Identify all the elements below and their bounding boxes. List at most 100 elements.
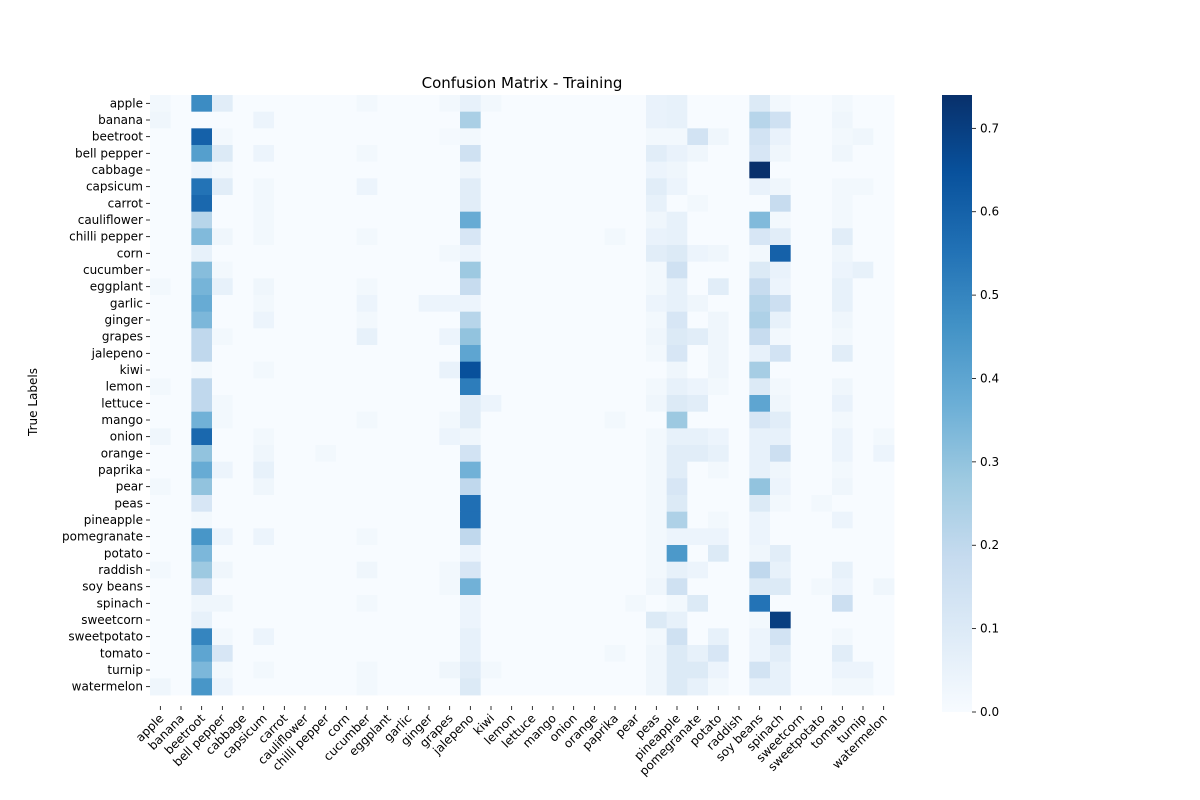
heatmap-cell bbox=[191, 111, 213, 129]
heatmap-cell bbox=[356, 561, 378, 579]
heatmap-cell bbox=[294, 295, 316, 313]
heatmap-cell bbox=[232, 445, 254, 463]
heatmap-cell bbox=[170, 628, 192, 646]
heatmap-cell bbox=[749, 211, 771, 229]
heatmap-cell bbox=[501, 495, 523, 513]
heatmap-cell bbox=[501, 595, 523, 613]
heatmap-cell bbox=[563, 461, 585, 479]
heatmap-cell bbox=[398, 128, 420, 146]
heatmap-cell bbox=[398, 645, 420, 663]
heatmap-cell bbox=[522, 161, 544, 179]
heatmap-cell bbox=[852, 211, 874, 229]
heatmap-cell bbox=[584, 161, 606, 179]
heatmap-cell bbox=[666, 361, 688, 379]
heatmap-cell bbox=[873, 561, 895, 579]
heatmap-cell bbox=[832, 461, 854, 479]
heatmap-cell bbox=[274, 245, 296, 263]
y-tick-label: kiwi bbox=[120, 363, 143, 377]
heatmap-cell bbox=[315, 245, 337, 263]
heatmap-cell bbox=[170, 345, 192, 363]
heatmap-cell bbox=[232, 628, 254, 646]
heatmap-cell bbox=[687, 678, 709, 696]
heatmap-cell bbox=[832, 445, 854, 463]
heatmap-cell bbox=[398, 445, 420, 463]
heatmap-cell bbox=[563, 345, 585, 363]
heatmap-cell bbox=[460, 495, 482, 513]
heatmap-cell bbox=[480, 161, 502, 179]
heatmap-cell bbox=[232, 128, 254, 146]
heatmap-cell bbox=[542, 445, 564, 463]
heatmap-cell bbox=[625, 178, 647, 196]
heatmap-cell bbox=[646, 478, 668, 496]
heatmap-cell bbox=[625, 378, 647, 396]
heatmap-cell bbox=[377, 328, 399, 346]
heatmap-cell bbox=[480, 261, 502, 279]
heatmap-cell bbox=[873, 111, 895, 129]
heatmap-cell bbox=[873, 611, 895, 629]
heatmap-cell bbox=[770, 178, 792, 196]
heatmap-cell bbox=[770, 378, 792, 396]
heatmap-cell bbox=[439, 211, 461, 229]
heatmap-cell bbox=[315, 295, 337, 313]
heatmap-cell bbox=[604, 328, 626, 346]
heatmap-cell bbox=[790, 495, 812, 513]
heatmap-cell bbox=[770, 561, 792, 579]
heatmap-cell bbox=[191, 261, 213, 279]
heatmap-cell bbox=[604, 178, 626, 196]
heatmap-cell bbox=[356, 111, 378, 129]
heatmap-cell bbox=[480, 95, 502, 113]
heatmap-cell bbox=[336, 178, 358, 196]
heatmap-cell bbox=[563, 478, 585, 496]
heatmap-cell bbox=[873, 261, 895, 279]
heatmap-cell bbox=[501, 161, 523, 179]
heatmap-cell bbox=[480, 228, 502, 246]
heatmap-cell bbox=[832, 561, 854, 579]
heatmap-cell bbox=[315, 528, 337, 546]
colorbar-tick-label: 0.5 bbox=[980, 288, 999, 302]
heatmap-cell bbox=[749, 595, 771, 613]
heatmap-cell bbox=[708, 628, 730, 646]
heatmap-cell bbox=[315, 161, 337, 179]
heatmap-cell bbox=[336, 445, 358, 463]
heatmap-cell bbox=[398, 328, 420, 346]
heatmap-cell bbox=[294, 578, 316, 596]
heatmap-cell bbox=[294, 378, 316, 396]
heatmap-cell bbox=[666, 528, 688, 546]
heatmap-cell bbox=[542, 345, 564, 363]
heatmap-cell bbox=[563, 428, 585, 446]
heatmap-cell bbox=[191, 361, 213, 379]
heatmap-cell bbox=[646, 545, 668, 563]
heatmap-cell bbox=[708, 378, 730, 396]
heatmap-cell bbox=[439, 611, 461, 629]
heatmap-cell bbox=[439, 628, 461, 646]
heatmap-cell bbox=[460, 628, 482, 646]
heatmap-cell bbox=[522, 228, 544, 246]
heatmap-cell bbox=[170, 111, 192, 129]
heatmap-cell bbox=[811, 645, 833, 663]
heatmap-cell bbox=[873, 545, 895, 563]
heatmap-cell bbox=[811, 328, 833, 346]
heatmap-cell bbox=[542, 478, 564, 496]
heatmap-cell bbox=[542, 411, 564, 429]
heatmap-cell bbox=[274, 195, 296, 213]
heatmap-cell bbox=[811, 261, 833, 279]
heatmap-cell bbox=[666, 178, 688, 196]
heatmap-cell bbox=[439, 111, 461, 129]
heatmap-cell bbox=[708, 661, 730, 679]
heatmap-cell bbox=[542, 178, 564, 196]
heatmap-cell bbox=[480, 411, 502, 429]
heatmap-cell bbox=[439, 345, 461, 363]
heatmap-cell bbox=[274, 345, 296, 363]
heatmap-cell bbox=[790, 428, 812, 446]
heatmap-cell bbox=[212, 445, 234, 463]
heatmap-cell bbox=[646, 628, 668, 646]
heatmap-cell bbox=[770, 361, 792, 379]
heatmap-cell bbox=[418, 295, 440, 313]
heatmap-cell bbox=[460, 661, 482, 679]
heatmap-cell bbox=[460, 311, 482, 329]
heatmap-cell bbox=[150, 195, 172, 213]
heatmap-cell bbox=[150, 445, 172, 463]
heatmap-cell bbox=[356, 211, 378, 229]
heatmap-cell bbox=[790, 278, 812, 296]
heatmap-cell bbox=[687, 611, 709, 629]
